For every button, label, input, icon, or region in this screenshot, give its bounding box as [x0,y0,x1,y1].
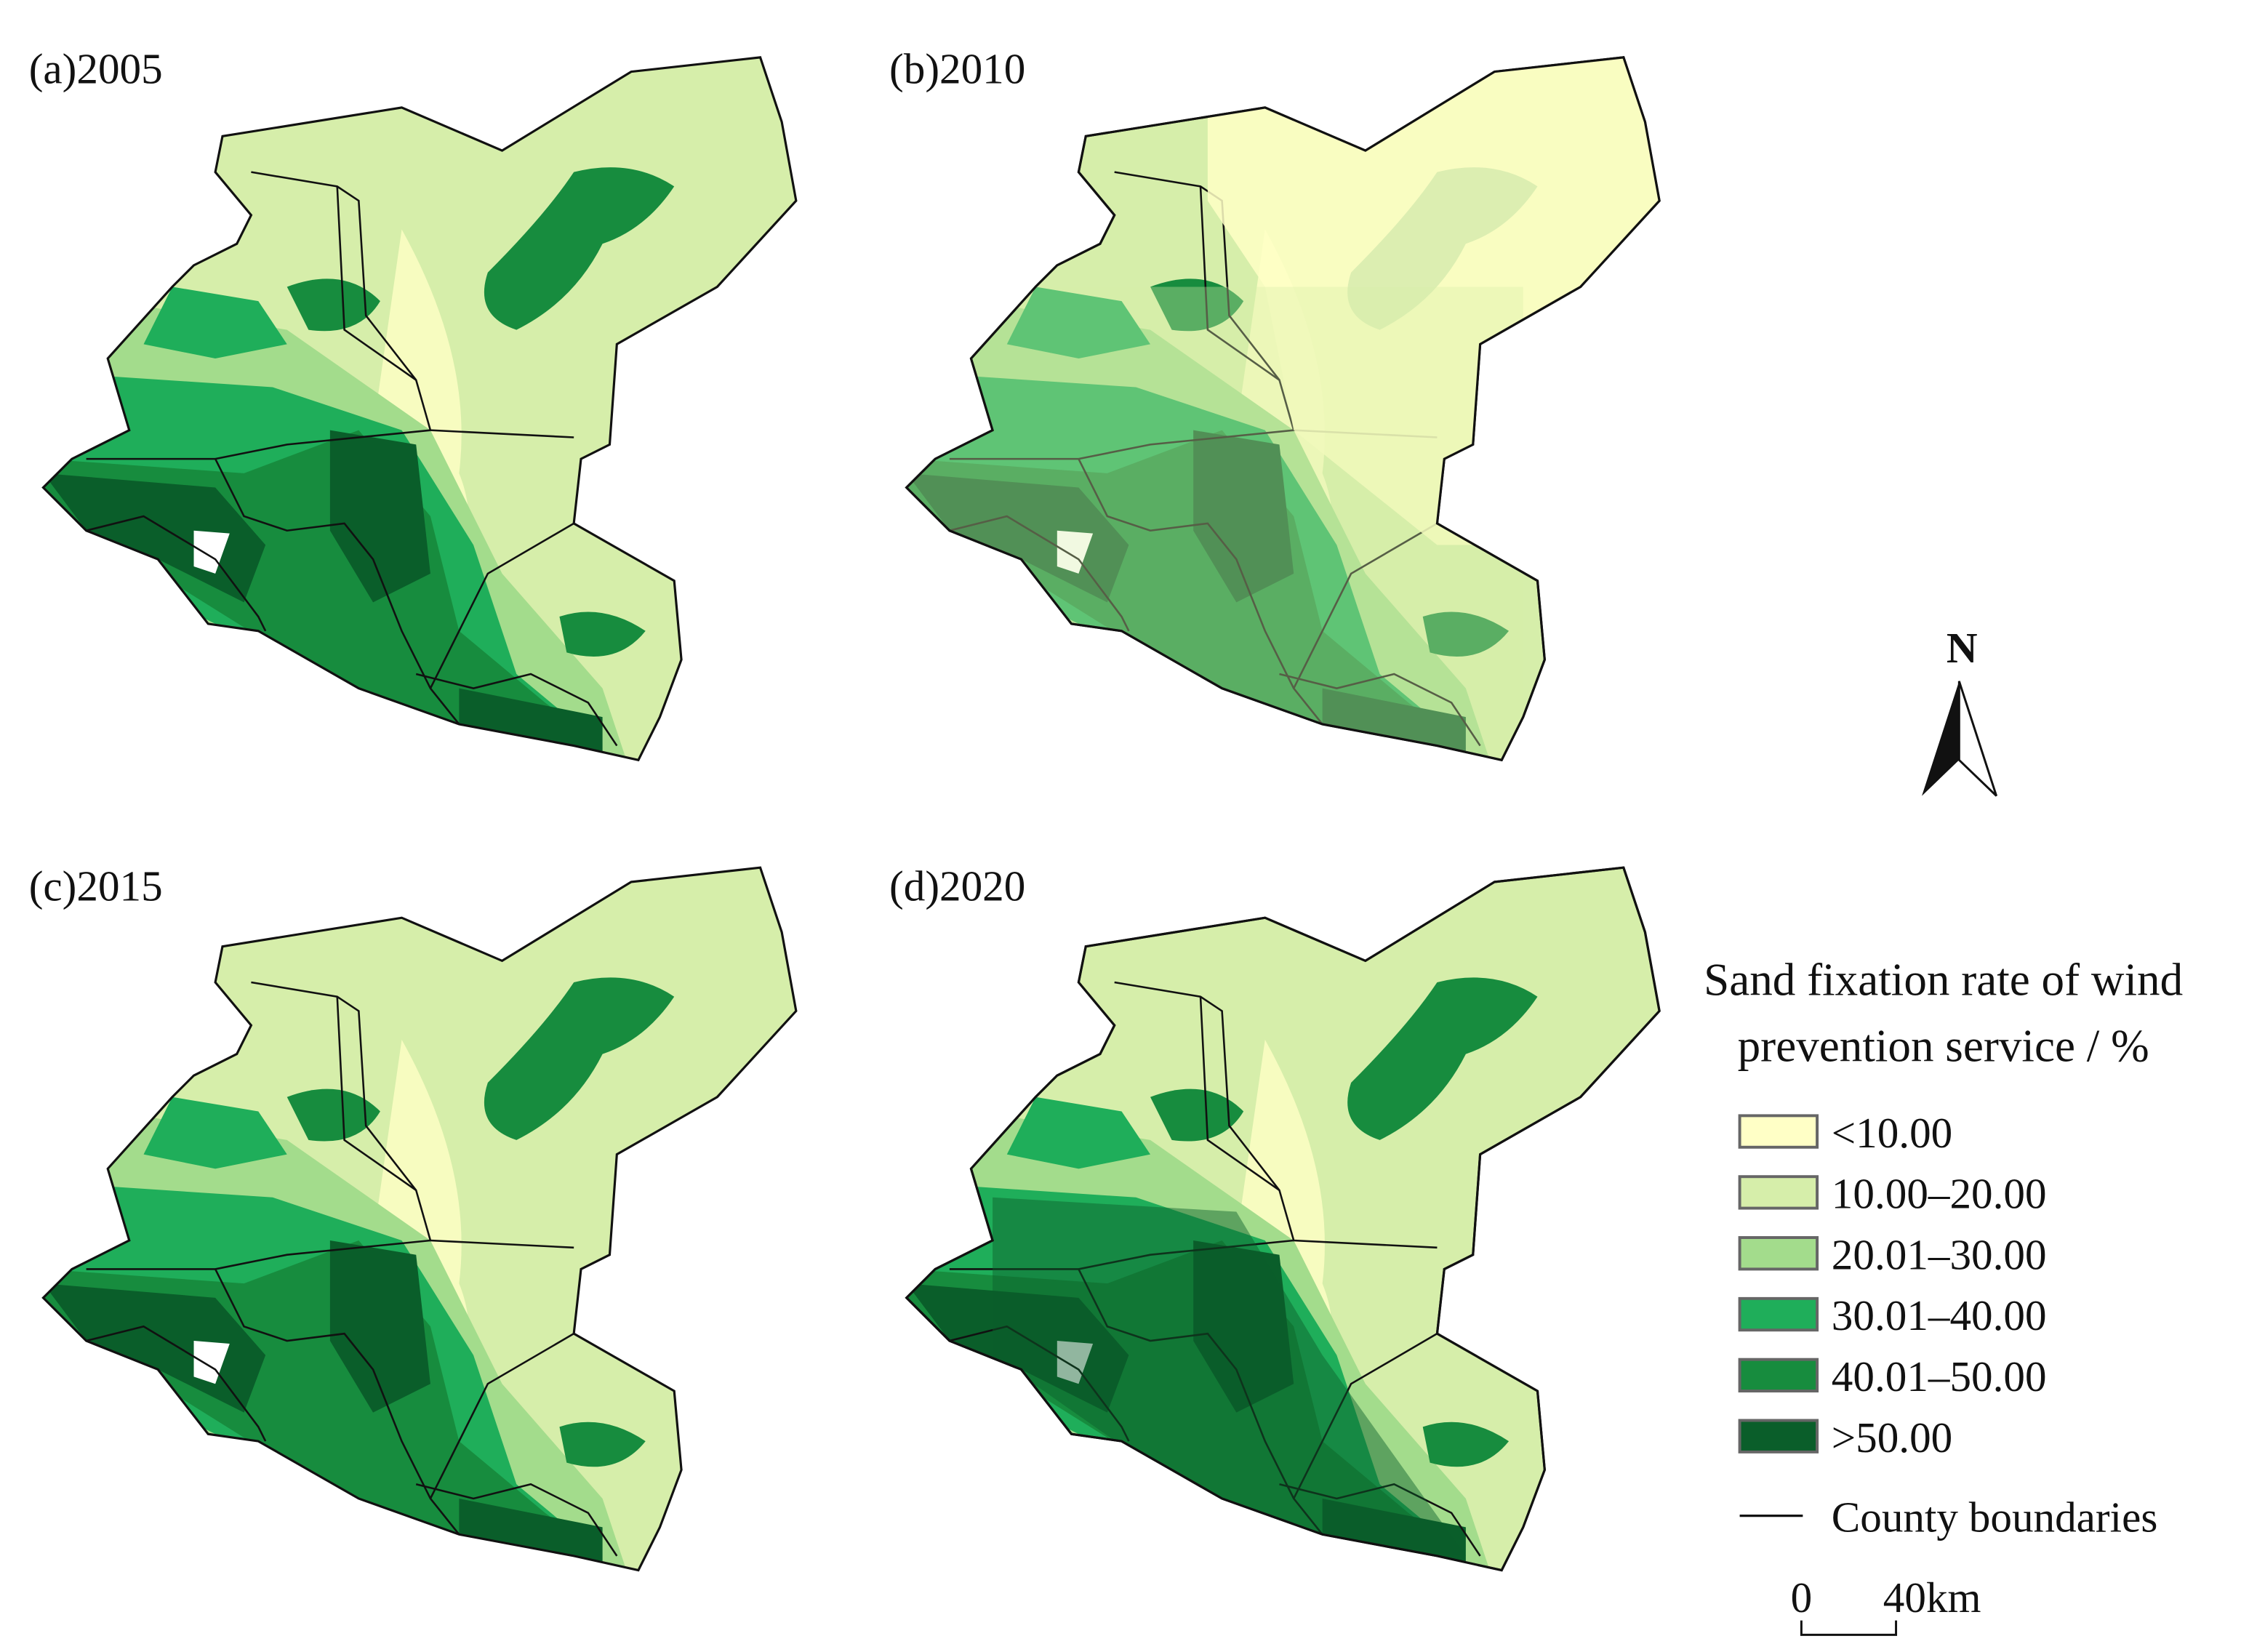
legend-title: prevention service / % [1738,1020,2149,1071]
legend-label: 20.01–30.00 [1832,1230,2047,1278]
legend-swatch [1738,1358,1819,1393]
legend-swatch [1738,1175,1819,1210]
legend-swatch [1738,1419,1819,1453]
map-panel [864,0,1724,803]
panel-label: (c)2015 [29,862,163,910]
map-panel [864,810,1724,1613]
legend-label: <10.00 [1832,1109,1952,1157]
scale-label: 40km [1883,1573,1981,1621]
panel-label: (a)2005 [29,44,163,92]
legend-label: 30.01–40.00 [1832,1291,2047,1339]
legend-label: 10.00–20.00 [1832,1170,2047,1218]
legend-title: Sand fixation rate of wind [1704,955,2183,1006]
legend-label: County boundaries [1832,1493,2158,1541]
panel-label: (d)2020 [889,862,1025,910]
map-panel [0,0,860,803]
scale-label: 0 [1791,1573,1813,1621]
north-arrow [1922,681,1998,797]
panel-label: (b)2010 [889,44,1025,92]
legend-label: >50.00 [1832,1414,1952,1461]
north-label: N [1947,624,1978,672]
legend-swatch [1738,1114,1819,1149]
legend: Sand fixation rate of wind prevention se… [1704,955,2183,1541]
legend-swatch [1738,1236,1819,1271]
map-panel [0,810,860,1613]
legend-label: 40.01–50.00 [1832,1352,2047,1400]
scale-bar: 0 40km [1791,1573,1981,1636]
legend-swatch [1738,1296,1819,1332]
